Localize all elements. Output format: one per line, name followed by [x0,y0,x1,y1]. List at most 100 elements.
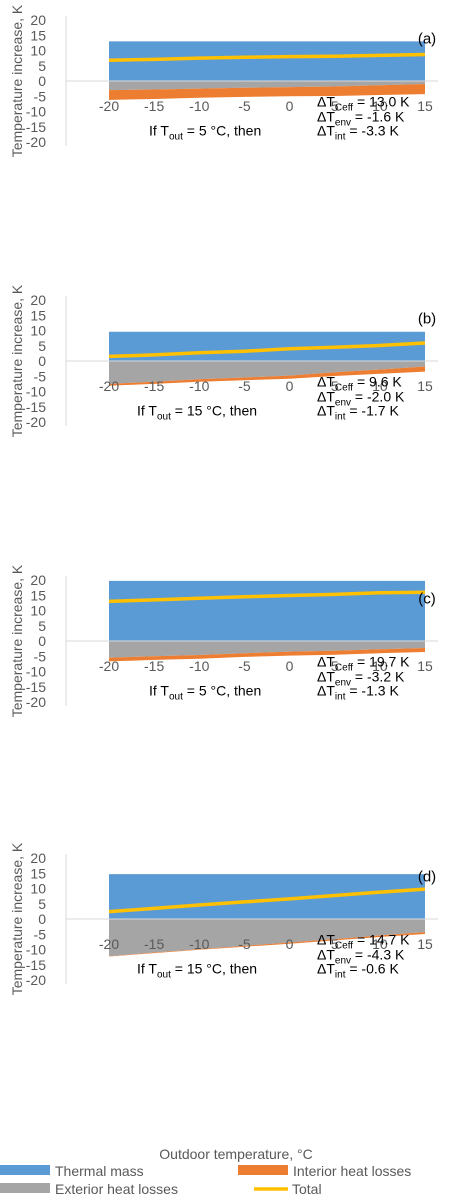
x-tick-label: 15 [417,378,433,394]
y-axis-label: Temperature increase, K [9,284,25,437]
x-tick-label: 0 [286,378,294,394]
interior-heat-losses-area [109,648,425,662]
exterior-heat-losses-area [109,919,425,957]
x-tick-label: -10 [189,658,209,674]
legend-item-interior: Interior heat losses [238,1163,411,1179]
y-tick-label: -20 [26,134,46,150]
delta-t-annotation: ΔTint = -1.7 K [317,402,399,422]
y-tick-label: 0 [38,633,46,649]
legend-item-exterior: Exterior heat losses [0,1181,178,1197]
y-tick-label: 15 [30,865,46,881]
y-tick-label: -10 [26,664,46,680]
x-tick-label: -10 [189,936,209,952]
y-tick-label: -10 [26,384,46,400]
delta-t-annotation: ΔTenv = -2.0 K [317,388,405,408]
delta-t-annotation: ΔTenv = -1.6 K [317,108,405,128]
condition-text: If Tout = 15 °C, then [137,402,257,422]
y-tick-label: -15 [26,399,46,415]
x-tick-label: -15 [144,658,164,674]
x-tick-label: -15 [144,98,164,114]
y-tick-label: -10 [26,942,46,958]
y-tick-label: 10 [30,603,46,619]
legend-swatch-exterior [0,1183,50,1193]
y-tick-label: -5 [34,648,47,664]
y-tick-label: 10 [30,43,46,59]
y-tick-label: 20 [30,572,46,588]
condition-text: If Tout = 5 °C, then [149,122,261,142]
y-axis-label: Temperature increase, K [9,564,25,717]
total-line [108,341,426,359]
thermal-mass-area [109,41,425,81]
panel-label: (b) [418,310,436,327]
y-tick-label: -15 [26,119,46,135]
delta-t-annotation: ΔTint = -1.3 K [317,682,399,702]
y-tick-label: 5 [38,58,46,74]
x-tick-label: -20 [99,936,119,952]
x-tick-label: 15 [417,98,433,114]
y-tick-label: -10 [26,104,46,120]
legend-label: Exterior heat losses [55,1181,178,1197]
x-tick-label: 5 [331,98,339,114]
y-tick-label: -15 [26,957,46,973]
y-tick-label: -5 [34,926,47,942]
legend-swatch-thermal [0,1165,50,1175]
x-tick-label: -5 [238,936,251,952]
delta-t-annotation: ΔTCeff = 19.7 K [317,654,410,674]
total-line [108,590,426,604]
x-tick-label: -20 [99,98,119,114]
x-tick-label: 10 [372,378,388,394]
total-line [108,52,426,63]
y-tick-label: -5 [34,88,47,104]
legend-item-total: Total [254,1181,322,1197]
panel-label: (a) [418,30,436,47]
panel-label: (c) [418,590,436,607]
delta-t-annotation: ΔTint = -0.6 K [317,960,399,980]
y-tick-label: 0 [38,353,46,369]
condition-text: If Tout = 15 °C, then [137,960,257,980]
interior-heat-losses-area [109,84,425,100]
y-tick-label: -5 [34,368,47,384]
legend-label: Thermal mass [55,1163,144,1179]
x-tick-label: -20 [99,378,119,394]
y-tick-label: 20 [30,12,46,28]
legend-label: Interior heat losses [293,1163,411,1179]
delta-t-annotation: ΔTCeff = 14.7 K [317,932,410,952]
x-tick-label: -5 [238,378,251,394]
y-tick-label: -20 [26,414,46,430]
legend-swatch-interior [238,1165,288,1175]
delta-t-annotation: ΔTint = -3.3 K [317,122,399,142]
delta-t-annotation: ΔTenv = -3.2 K [317,668,405,688]
x-tick-label: 5 [331,378,339,394]
x-tick-label: 5 [331,936,339,952]
y-axis-label: Temperature increase, K [9,4,25,157]
x-tick-label: -5 [238,658,251,674]
y-axis-label: Temperature increase, K [9,842,25,995]
y-tick-label: 0 [38,73,46,89]
x-tick-label: 10 [372,936,388,952]
y-tick-label: -15 [26,679,46,695]
x-tick-label: 0 [286,658,294,674]
x-tick-label: 0 [286,936,294,952]
legend: Thermal mass Interior heat losses Exterior… [0,1163,411,1197]
x-tick-label: 5 [331,658,339,674]
y-tick-label: -20 [26,972,46,988]
y-tick-label: 20 [30,292,46,308]
legend-label: Total [292,1181,322,1197]
x-tick-label: -15 [144,936,164,952]
y-tick-label: 15 [30,587,46,603]
y-tick-label: 15 [30,307,46,323]
legend-item-thermal: Thermal mass [0,1163,144,1179]
y-tick-label: 5 [38,896,46,912]
x-tick-label: 10 [372,658,388,674]
condition-text: If Tout = 5 °C, then [149,682,261,702]
panel-label: (d) [418,868,436,885]
y-tick-label: 5 [38,338,46,354]
exterior-heat-losses-area [109,361,425,384]
y-tick-label: 10 [30,323,46,339]
x-tick-label: -10 [189,98,209,114]
